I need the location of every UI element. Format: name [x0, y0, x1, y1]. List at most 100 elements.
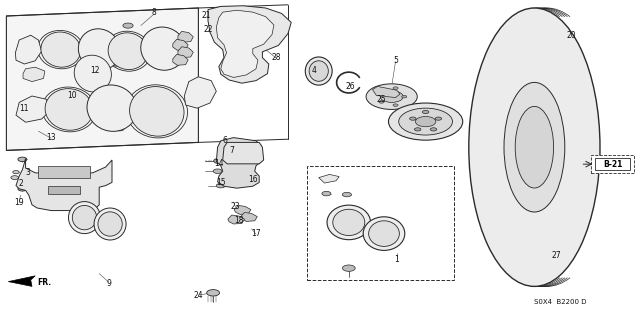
Text: B-21: B-21 [603, 160, 622, 169]
Circle shape [410, 117, 416, 120]
Circle shape [529, 124, 540, 129]
Circle shape [207, 290, 220, 296]
Circle shape [342, 192, 351, 197]
Text: 20: 20 [566, 31, 576, 40]
Text: 23: 23 [230, 202, 241, 211]
Text: 3: 3 [26, 168, 31, 177]
Text: 22: 22 [204, 25, 213, 34]
Polygon shape [48, 186, 80, 194]
Circle shape [379, 100, 384, 103]
Polygon shape [319, 174, 339, 183]
Ellipse shape [78, 29, 120, 70]
Text: 10: 10 [67, 92, 77, 100]
Ellipse shape [504, 82, 564, 212]
Polygon shape [38, 166, 90, 178]
Circle shape [216, 183, 225, 188]
Text: 24: 24 [193, 292, 204, 300]
Polygon shape [16, 158, 112, 211]
Text: 28: 28 [272, 53, 281, 62]
Text: 13: 13 [46, 133, 56, 142]
Text: S0X4  B2200 D: S0X4 B2200 D [534, 300, 586, 305]
Text: 1: 1 [394, 255, 399, 264]
Circle shape [546, 138, 557, 144]
Circle shape [230, 146, 259, 160]
Circle shape [11, 176, 19, 180]
Circle shape [539, 161, 550, 167]
Text: 7: 7 [229, 146, 234, 155]
Circle shape [322, 191, 331, 196]
Ellipse shape [369, 221, 399, 246]
Ellipse shape [45, 89, 93, 130]
Circle shape [415, 116, 436, 127]
Circle shape [522, 141, 547, 154]
Polygon shape [178, 47, 193, 58]
Text: 27: 27 [552, 251, 562, 260]
Text: 26: 26 [346, 82, 356, 91]
Text: 4: 4 [311, 66, 316, 75]
Circle shape [13, 171, 19, 174]
Ellipse shape [364, 217, 405, 250]
Ellipse shape [515, 106, 554, 188]
Text: 2: 2 [19, 180, 24, 188]
Text: FR.: FR. [37, 278, 51, 287]
Circle shape [154, 36, 172, 45]
Circle shape [393, 87, 398, 89]
Ellipse shape [309, 61, 328, 81]
Text: 25: 25 [376, 95, 387, 104]
FancyBboxPatch shape [591, 155, 634, 173]
Polygon shape [15, 35, 42, 64]
Polygon shape [173, 54, 188, 65]
Ellipse shape [327, 205, 371, 240]
Ellipse shape [72, 205, 97, 230]
Circle shape [102, 94, 122, 104]
Text: 5: 5 [393, 56, 398, 65]
Circle shape [213, 169, 222, 173]
Polygon shape [228, 215, 244, 224]
Ellipse shape [41, 32, 81, 67]
Polygon shape [372, 86, 400, 98]
Text: 8: 8 [151, 8, 156, 17]
Text: 14: 14 [214, 159, 224, 168]
Text: 21: 21 [202, 12, 211, 20]
Circle shape [379, 90, 384, 93]
Circle shape [342, 265, 355, 271]
Text: 6: 6 [223, 136, 228, 145]
Polygon shape [234, 205, 251, 214]
Ellipse shape [68, 202, 100, 234]
Polygon shape [216, 138, 261, 188]
Circle shape [399, 108, 452, 135]
Polygon shape [6, 8, 198, 150]
Circle shape [115, 126, 124, 131]
Circle shape [518, 161, 530, 167]
Polygon shape [208, 6, 291, 83]
Circle shape [415, 128, 421, 131]
Polygon shape [223, 142, 264, 164]
Text: 17: 17 [251, 229, 261, 238]
Polygon shape [173, 39, 188, 50]
Circle shape [113, 62, 122, 66]
Circle shape [91, 47, 108, 55]
Polygon shape [8, 276, 35, 286]
Circle shape [102, 104, 122, 114]
Circle shape [154, 46, 172, 55]
Ellipse shape [468, 8, 600, 286]
Circle shape [236, 148, 253, 157]
FancyBboxPatch shape [595, 158, 630, 170]
Circle shape [388, 103, 463, 140]
Circle shape [214, 158, 224, 164]
Text: 19: 19 [14, 198, 24, 207]
Circle shape [430, 128, 436, 131]
Text: 12: 12 [90, 66, 99, 75]
Text: 16: 16 [248, 175, 258, 184]
Text: 18: 18 [234, 216, 243, 225]
Ellipse shape [305, 57, 332, 85]
Ellipse shape [108, 33, 148, 69]
Ellipse shape [141, 27, 186, 70]
Circle shape [393, 104, 398, 107]
Circle shape [249, 36, 260, 41]
Circle shape [18, 187, 27, 191]
Circle shape [366, 84, 417, 109]
Polygon shape [241, 212, 257, 221]
Text: 11: 11 [20, 104, 29, 113]
Circle shape [422, 110, 429, 114]
